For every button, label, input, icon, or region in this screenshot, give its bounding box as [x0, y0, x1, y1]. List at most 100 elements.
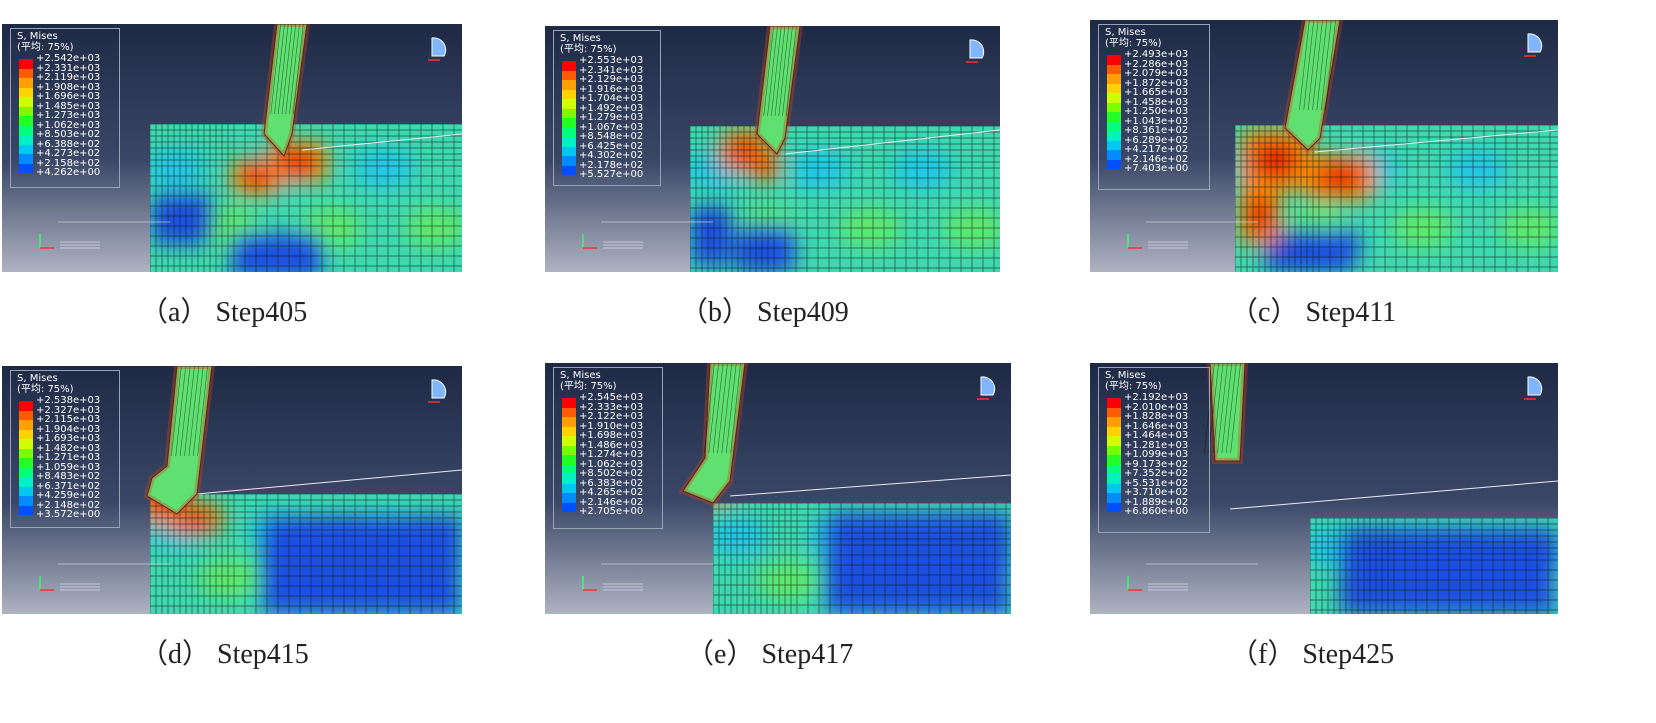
legend-swatch — [562, 464, 576, 474]
fea-view — [2, 24, 462, 272]
legend-subtitle: (平均: 75%) — [17, 42, 74, 53]
legend-value: +2.341e+03 — [579, 64, 644, 76]
legend-value: +4.217e+02 — [1124, 144, 1189, 155]
caption-c-label: （c） — [1230, 297, 1299, 328]
legend-swatch — [19, 125, 33, 135]
mises-legend: S, Mises (平均: 75%) +2.538e+03 +2.327e+03 +2.… — [10, 370, 120, 528]
legend-value: +1.910e+03 — [579, 420, 644, 432]
legend-subtitle: (平均: 75%) — [17, 384, 74, 395]
view-triad-icon — [1524, 376, 1543, 400]
legend-value: +1.279e+03 — [579, 112, 644, 123]
caption-d-step: Step415 — [217, 639, 309, 670]
legend-title: S, Mises — [17, 31, 58, 42]
caption-e: （e） Step417 — [686, 632, 853, 672]
legend-swatch — [1107, 464, 1121, 474]
legend-swatch — [562, 398, 576, 408]
legend-value: +2.286e+03 — [1124, 58, 1189, 70]
legend-swatch — [19, 68, 33, 78]
legend-swatch — [562, 407, 576, 417]
legend-swatch — [19, 78, 33, 88]
legend-swatch — [562, 108, 576, 118]
legend-swatch — [19, 496, 33, 506]
caption-a: （a） Step405 — [140, 290, 307, 330]
legend-swatch — [562, 474, 576, 484]
legend-swatch — [1107, 398, 1121, 408]
mises-legend: S, Mises (平均: 75%) +2.493e+03 +2.286e+03 +2.… — [1098, 24, 1210, 190]
caption-d-label: （d） — [140, 639, 211, 670]
legend-value: +1.043e+03 — [1124, 115, 1189, 127]
legend-swatch — [19, 97, 33, 107]
legend-swatch — [19, 401, 33, 411]
legend-title: S, Mises — [560, 370, 601, 381]
legend-value: +1.492e+03 — [579, 102, 644, 114]
legend-subtitle: (平均: 75%) — [560, 44, 617, 55]
legend-value: +2.331e+03 — [36, 62, 101, 74]
legend-value: +8.483e+02 — [36, 471, 101, 482]
legend-value: +3.572e+00 — [36, 509, 101, 520]
legend-swatch — [1107, 426, 1121, 436]
caption-b-label: （b） — [680, 297, 751, 328]
legend-swatch — [562, 493, 576, 503]
legend-value: +1.646e+03 — [1124, 420, 1189, 432]
legend-value: +2.119e+03 — [36, 72, 101, 83]
legend-value: +2.122e+03 — [579, 411, 644, 422]
legend-swatch — [1107, 64, 1121, 74]
legend-swatch — [19, 106, 33, 116]
legend-swatch — [19, 486, 33, 496]
legend-swatch — [1107, 493, 1121, 503]
legend-swatch — [1107, 93, 1121, 103]
legend-swatch — [1107, 417, 1121, 427]
legend-value: +5.527e+00 — [579, 169, 644, 180]
legend-swatch — [1107, 502, 1121, 512]
legend-swatch — [19, 59, 33, 69]
chip — [1209, 363, 1246, 462]
mises-legend: S, Mises (平均: 75%) +2.545e+03 +2.333e+03 +2.… — [553, 367, 663, 529]
caption-c-step: Step411 — [1305, 297, 1397, 328]
legend-value: +2.192e+03 — [1124, 392, 1189, 403]
legend-swatch — [1107, 121, 1121, 131]
legend-value: +6.289e+02 — [1124, 134, 1189, 146]
legend-swatch — [562, 127, 576, 137]
legend-value: +1.889e+02 — [1124, 496, 1189, 508]
legend-swatch — [19, 448, 33, 458]
legend-swatch — [562, 61, 576, 71]
legend-value: +3.710e+02 — [1124, 487, 1189, 498]
legend-title: S, Mises — [1105, 370, 1146, 381]
legend-swatch — [562, 118, 576, 128]
legend-value: +1.099e+03 — [1124, 449, 1189, 460]
legend-swatch — [19, 135, 33, 145]
legend-value: +1.067e+03 — [579, 121, 644, 133]
legend-swatch — [562, 417, 576, 427]
legend-swatch — [562, 70, 576, 80]
legend-value: +2.327e+03 — [36, 404, 101, 416]
legend-value: +4.262e+00 — [36, 167, 101, 178]
legend-swatch — [562, 146, 576, 156]
legend-swatch — [1107, 74, 1121, 84]
legend-value: +2.542e+03 — [36, 53, 101, 64]
legend-value: +2.010e+03 — [1124, 401, 1189, 413]
legend-value: +6.425e+02 — [579, 140, 644, 152]
legend-value: +8.361e+02 — [1124, 125, 1189, 136]
legend-swatch — [1107, 131, 1121, 141]
legend-value: +6.383e+02 — [579, 477, 644, 489]
legend-swatch — [1107, 159, 1121, 169]
panel-f: S, Mises (平均: 75%) +2.192e+03 +2.010e+03 +1.… — [1090, 363, 1558, 614]
workpiece — [1235, 125, 1558, 272]
legend-value: +1.273e+03 — [36, 110, 101, 121]
legend-swatch — [562, 426, 576, 436]
legend-value: +1.274e+03 — [579, 449, 644, 460]
legend-swatch — [1107, 150, 1121, 160]
legend-subtitle: (平均: 75%) — [1105, 38, 1162, 49]
legend-value: +2.158e+02 — [36, 157, 101, 169]
caption-a-label: （a） — [140, 297, 209, 328]
legend-swatch — [562, 89, 576, 99]
legend-value: +2.545e+03 — [579, 392, 644, 403]
legend-value: +1.908e+03 — [36, 81, 101, 93]
caption-f-step: Step425 — [1302, 639, 1395, 670]
legend-swatch — [562, 436, 576, 446]
legend-swatch — [19, 163, 33, 173]
legend-value: +7.352e+02 — [1124, 468, 1189, 479]
legend-value: +1.696e+03 — [36, 91, 101, 102]
legend-value: +8.502e+02 — [579, 468, 644, 479]
legend-value: +1.062e+03 — [36, 119, 101, 131]
